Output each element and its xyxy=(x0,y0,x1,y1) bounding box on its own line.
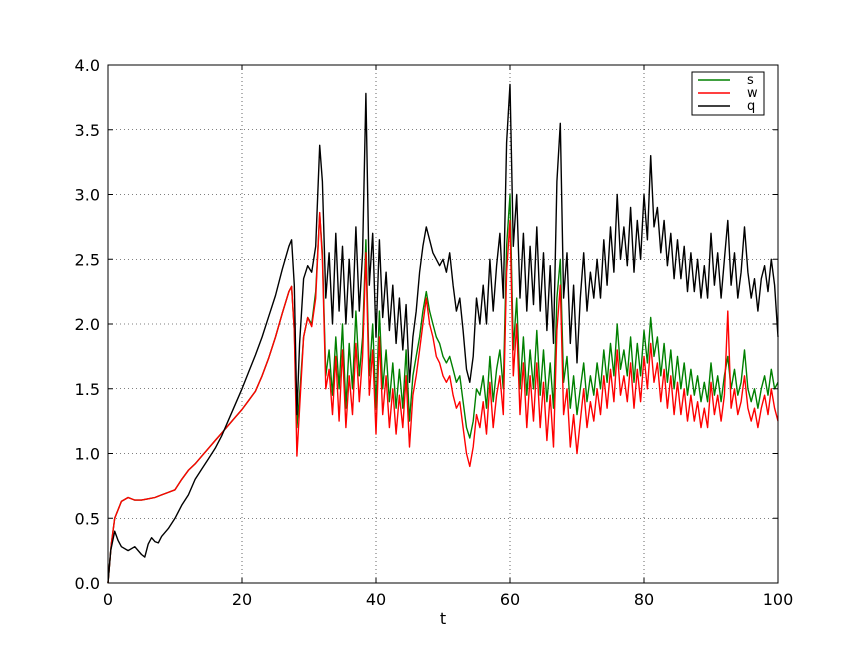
x-tick-label: 80 xyxy=(634,590,654,609)
legend-label-s: s xyxy=(747,73,754,88)
y-tick-label: 0.5 xyxy=(75,509,100,528)
y-tick-label: 3.0 xyxy=(75,186,100,205)
y-tick-label: 2.5 xyxy=(75,250,100,269)
x-tick-label: 40 xyxy=(366,590,386,609)
x-tick-label: 0 xyxy=(103,590,113,609)
series-line-q xyxy=(107,83,779,584)
y-tick-label: 3.5 xyxy=(75,121,100,140)
y-tick-label: 4.0 xyxy=(75,56,100,75)
legend: swq xyxy=(691,71,765,116)
series-lines xyxy=(107,83,779,584)
x-axis-label: t xyxy=(440,609,446,628)
x-tick-label: 20 xyxy=(232,590,252,609)
y-tick-label: 0.0 xyxy=(75,574,100,593)
legend-label-w: w xyxy=(747,86,758,101)
x-tick-label: 100 xyxy=(763,590,794,609)
y-tick-label: 1.0 xyxy=(75,445,100,464)
series-line-w xyxy=(107,211,779,584)
y-tick-label: 2.0 xyxy=(75,315,100,334)
legend-label-q: q xyxy=(747,99,755,114)
y-tick-label: 1.5 xyxy=(75,380,100,399)
axis-ticks: 0 20 40 60 80 100 0.0 0.5 1.0 1.5 2.0 2.5 3.0 3.5 4.0 xyxy=(75,56,794,609)
x-tick-label: 60 xyxy=(500,590,520,609)
